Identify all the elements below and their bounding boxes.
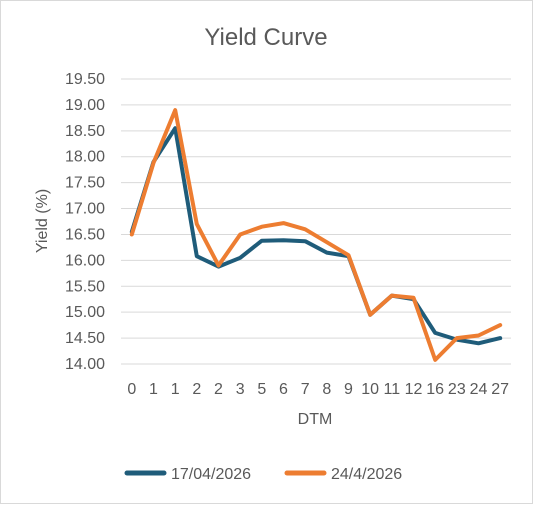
legend-label-series-1: 17/04/2026 [171, 466, 251, 483]
x-tick-label: 24 [470, 381, 488, 398]
x-tick-label: 9 [344, 381, 353, 398]
y-tick-label: 19.50 [65, 71, 105, 88]
y-tick-label: 15.50 [65, 278, 105, 295]
y-tick-label: 18.00 [65, 149, 105, 166]
x-tick-label: 1 [171, 381, 180, 398]
x-tick-label: 2 [192, 381, 201, 398]
x-tick-label: 10 [361, 381, 379, 398]
y-tick-label: 15.00 [65, 304, 105, 321]
x-tick-label: 2 [214, 381, 223, 398]
x-tick-label: 11 [384, 381, 401, 398]
x-tick-label: 0 [127, 381, 136, 398]
y-tick-label: 14.00 [65, 356, 105, 373]
legend-label-series-2: 24/4/2026 [331, 466, 402, 483]
series-lines [129, 108, 503, 362]
y-tick-label: 17.00 [65, 201, 105, 218]
y-tick-label: 16.50 [65, 226, 105, 243]
legend: 17/04/2026 24/4/2026 [124, 466, 402, 483]
series-line-2 [129, 108, 503, 362]
y-tick-label: 14.50 [65, 330, 105, 347]
series-line-1 [129, 126, 503, 346]
gridlines [121, 78, 511, 365]
x-tick-label: 3 [236, 381, 245, 398]
x-tick-label: 8 [322, 381, 331, 398]
y-axis-ticks: 14.00 14.50 15.00 15.50 16.00 16.50 17.00 17.50… [65, 71, 105, 373]
chart-title: Yield Curve [204, 24, 327, 51]
y-tick-label: 17.50 [65, 175, 105, 192]
y-axis-title: Yield (%) [34, 189, 51, 253]
y-tick-label: 18.50 [65, 123, 105, 140]
x-tick-label: 27 [491, 381, 509, 398]
x-tick-label: 12 [405, 381, 423, 398]
x-tick-label: 23 [448, 381, 466, 398]
x-tick-label: 6 [279, 381, 288, 398]
x-tick-label: 16 [426, 381, 444, 398]
x-tick-label: 5 [257, 381, 266, 398]
x-tick-label: 1 [149, 381, 158, 398]
y-tick-label: 16.00 [65, 252, 105, 269]
y-tick-label: 19.00 [65, 97, 105, 114]
x-axis-title: DTM [298, 411, 333, 428]
x-axis-ticks: 0 1 1 2 2 3 5 6 7 8 9 10 11 12 16 23 24 27 [127, 381, 509, 398]
x-tick-label: 7 [301, 381, 310, 398]
